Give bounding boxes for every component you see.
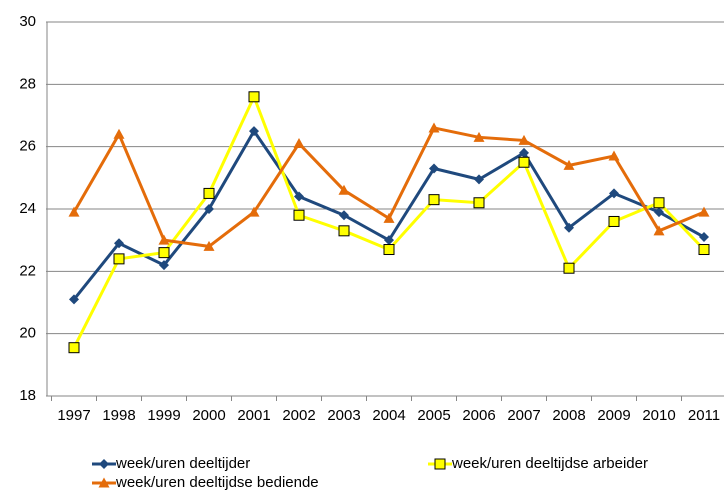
y-tick-label: 26	[19, 138, 36, 155]
data-point	[68, 206, 80, 217]
data-point	[204, 204, 214, 214]
x-tick-label: 2003	[327, 407, 360, 424]
x-tick-label: 2009	[597, 407, 630, 424]
x-tick-label: 2004	[372, 407, 405, 424]
data-point	[698, 244, 710, 256]
x-tick-label: 1998	[102, 407, 135, 424]
data-point	[653, 197, 665, 209]
y-tick-label: 22	[19, 262, 36, 279]
data-point	[158, 247, 170, 259]
data-point	[68, 342, 80, 354]
x-tick-label: 2005	[417, 407, 450, 424]
data-point	[383, 212, 395, 223]
legend-label: week/uren deeltijder	[115, 455, 250, 472]
y-tick-label: 28	[19, 75, 36, 92]
data-point	[338, 225, 350, 237]
data-point	[563, 262, 575, 274]
data-point	[473, 197, 485, 209]
data-point	[653, 225, 665, 236]
x-tick-label: 2000	[192, 407, 225, 424]
data-point	[339, 210, 349, 221]
data-point	[564, 222, 574, 233]
data-point	[609, 188, 619, 199]
x-tick-label: 2010	[642, 407, 675, 424]
data-point	[114, 238, 124, 249]
data-point	[249, 126, 259, 137]
data-point	[293, 138, 305, 149]
data-point	[248, 206, 260, 217]
data-point	[294, 191, 304, 202]
x-tick-label: 2001	[237, 407, 270, 424]
data-point	[518, 156, 530, 168]
data-point	[203, 240, 215, 251]
data-point	[519, 147, 529, 158]
data-point	[338, 184, 350, 195]
x-tick-label: 1999	[147, 407, 180, 424]
data-point	[113, 253, 125, 265]
legend-marker	[98, 477, 110, 488]
data-point	[563, 159, 575, 170]
y-tick-label: 30	[19, 13, 36, 30]
data-point	[474, 174, 484, 185]
data-point	[428, 194, 440, 206]
legend-label: week/uren deeltijdse arbeider	[451, 455, 648, 472]
data-point	[384, 235, 394, 246]
data-point	[473, 131, 485, 142]
data-point	[608, 150, 620, 161]
data-point	[293, 209, 305, 221]
y-tick-label: 20	[19, 325, 36, 342]
x-tick-label: 1997	[57, 407, 90, 424]
data-point	[69, 294, 79, 305]
data-point	[383, 244, 395, 256]
y-tick-label: 24	[19, 200, 36, 217]
legend-label: week/uren deeltijdse bediende	[115, 474, 319, 491]
data-point	[608, 215, 620, 227]
legend-marker	[434, 458, 446, 470]
y-tick-label: 18	[19, 387, 36, 404]
data-point	[699, 232, 709, 243]
data-point	[698, 206, 710, 217]
data-point	[654, 207, 664, 218]
x-tick-label: 2007	[507, 407, 540, 424]
data-point	[113, 128, 125, 139]
x-tick-label: 2006	[462, 407, 495, 424]
data-point	[248, 91, 260, 103]
data-point	[158, 234, 170, 245]
data-point	[203, 187, 215, 199]
legend-marker	[99, 459, 109, 469]
x-tick-label: 2002	[282, 407, 315, 424]
data-point	[518, 134, 530, 145]
series-line	[72, 126, 705, 248]
data-point	[428, 122, 440, 133]
data-point	[429, 163, 439, 174]
x-tick-label: 2008	[552, 407, 585, 424]
x-tick-label: 2011	[688, 407, 720, 424]
data-point	[159, 260, 169, 271]
